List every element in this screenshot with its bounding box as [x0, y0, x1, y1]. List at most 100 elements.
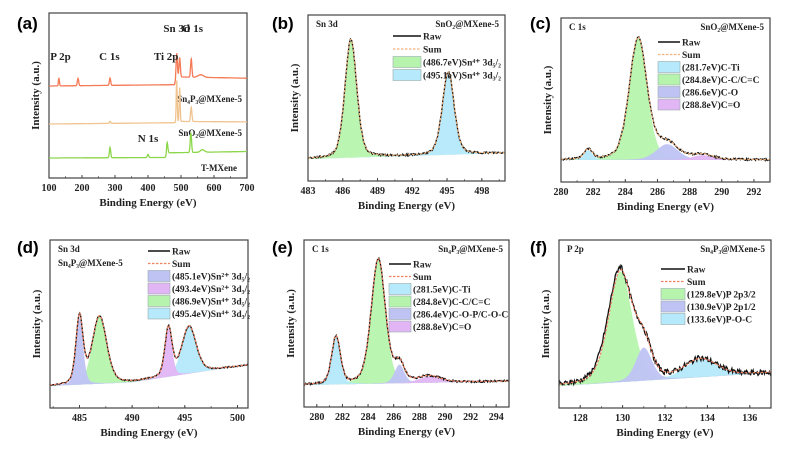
x-tick-label: 483 — [301, 186, 316, 197]
legend-component-label: (495.4eV)Sn⁴⁺ 3d₃/₂ — [172, 309, 250, 320]
peak-annotation: P 2p — [50, 51, 70, 63]
legend-sum-label: Sum — [413, 273, 432, 283]
legend-component-label: (286.4eV)C-O-P/C-O-C — [413, 310, 508, 321]
legend-raw-label: Raw — [423, 33, 442, 43]
legend-raw-label: Raw — [682, 39, 701, 49]
x-tick-label: 292 — [463, 412, 478, 423]
x-tick-label: 136 — [742, 413, 757, 424]
legend-component-label: (495.1eV)Sn⁴⁺ 3d₃/₂ — [423, 71, 501, 82]
x-tick-label: 495 — [177, 413, 192, 424]
fit-component-286.45 — [304, 364, 509, 385]
series-label: Sn₄P₃@MXene-5 — [177, 94, 242, 104]
plot-frame — [49, 239, 249, 409]
x-tick-label: 200 — [75, 183, 90, 194]
x-tick-label: 286 — [386, 412, 401, 423]
core-level-label: P 2p — [567, 244, 584, 254]
x-tick-label: 134 — [700, 413, 715, 424]
panel-c: 280 282 284 286 288 290 292 Binding Energy (eV)… — [530, 14, 771, 213]
y-axis-label: Intensity (a.u.) — [285, 289, 297, 358]
panel-label: (e) — [272, 238, 293, 257]
raw-line — [560, 36, 771, 163]
legend-component-label: (486.9eV)Sn⁴⁺ 3d₅/₂ — [172, 297, 250, 308]
fit-component-486.7 — [308, 39, 505, 159]
x-tick-label: 490 — [125, 413, 140, 424]
sample-label: Sn₄P₃@MXene-5 — [438, 244, 503, 254]
series-label: T-MXene — [201, 163, 237, 173]
legend-swatch — [392, 56, 422, 68]
x-tick-label: 495 — [440, 186, 455, 197]
legend-component-label: (284.8eV)C-C/C=C — [682, 75, 760, 86]
panel-label: (f) — [530, 238, 547, 257]
sample-label: SnO₂@MXene-5 — [435, 19, 499, 29]
x-tick-label: 100 — [42, 183, 57, 194]
y-axis-label: Intensity (a.u.) — [540, 289, 552, 358]
legend-sum-label: Sum — [682, 51, 701, 61]
x-tick-label: 288 — [412, 412, 427, 423]
x-tick-label: 284 — [361, 412, 376, 423]
legend-swatch — [392, 69, 422, 81]
x-tick-label: 284 — [618, 187, 633, 198]
x-tick-label: 290 — [437, 412, 452, 423]
legend-swatch — [388, 320, 412, 333]
y-axis-label: Intensity (a.u.) — [30, 61, 42, 130]
panel-label: (d) — [17, 238, 39, 257]
x-tick-label: 286 — [650, 187, 665, 198]
x-axis-label: Binding Energy (eV) — [358, 200, 456, 212]
peak-annotation: C 1s — [99, 51, 120, 63]
legend-swatch — [388, 283, 412, 295]
x-axis-label: Binding Energy (eV) — [616, 427, 714, 439]
legend: Raw Sum (281.5eV)C-Ti(284.8eV)C-C/C=C (286.… — [388, 261, 508, 333]
x-tick-label: 492 — [405, 186, 420, 197]
x-tick-label: 282 — [586, 187, 601, 198]
survey-line-sn4p3-mxene-5 — [49, 53, 247, 87]
sum-line — [304, 257, 509, 385]
plot-frame — [303, 239, 510, 408]
fit-component-129.9 — [559, 271, 771, 386]
sum-line — [561, 36, 771, 161]
legend-component-label: (486.7eV)Sn⁴⁺ 3d₅/₂ — [423, 58, 501, 69]
x-tick-label: 498 — [474, 186, 489, 197]
x-tick-label: 500 — [230, 413, 245, 424]
panel-d: 485 490 495 500 Binding Energy (eV) Intensity… — [17, 238, 250, 439]
fit-component-281.7 — [561, 150, 770, 160]
x-tick-label: 288 — [682, 187, 697, 198]
peak-annotation: Ti 2p — [154, 51, 179, 63]
x-tick-label: 400 — [141, 183, 156, 194]
series-label: SnO₂@MXene-5 — [178, 128, 242, 138]
legend: Raw Sum (486.7eV)Sn⁴⁺ 3d₅/₂ (495.1eV)Sn⁴⁺ 3… — [392, 33, 501, 82]
survey-line-sno2-mxene-5 — [49, 80, 247, 125]
x-axis-label: Binding Energy (eV) — [99, 197, 197, 209]
fit-component-485 — [50, 317, 248, 386]
x-tick-label: 600 — [207, 183, 222, 194]
legend-swatch — [657, 73, 681, 86]
core-level-label: Sn 3d — [58, 244, 80, 254]
fit-component-495.1 — [308, 72, 505, 159]
x-tick-label: 500 — [174, 183, 189, 194]
sample-label: Sn₄P₃@MXene-5 — [58, 258, 123, 268]
sum-line — [49, 312, 249, 386]
plot-frame — [307, 14, 506, 182]
x-tick-label: 294 — [489, 412, 504, 423]
x-axis-label: Binding Energy (eV) — [358, 426, 456, 438]
legend-component-label: (133.6eV)P-O-C — [687, 315, 752, 326]
legend-sum-label: Sum — [423, 46, 442, 56]
legend-component-label: (493.4eV)Sn²⁺ 3d₃/₂ — [172, 284, 250, 295]
legend-raw-label: Raw — [172, 248, 191, 258]
legend-swatch — [147, 295, 171, 307]
panel-b: 483 486 489 492 495 498 Binding Energy (eV) Int… — [272, 14, 506, 212]
peak-annotation: Sn 3d — [163, 23, 190, 35]
legend-component-label: (130.9eV)P 2p1/2 — [687, 302, 756, 313]
legend-component-label: (288.8eV)C=O — [682, 100, 740, 111]
legend-raw-label: Raw — [413, 261, 432, 271]
x-tick-label: 700 — [240, 183, 255, 194]
panel-f: 128 130 132 134 136 Binding Energy (eV) Intens… — [530, 238, 772, 439]
core-level-label: C 1s — [569, 22, 586, 32]
peak-annotation: N 1s — [138, 133, 159, 145]
x-tick-label: 486 — [335, 186, 350, 197]
legend-swatch — [660, 313, 686, 325]
panel-label: (c) — [530, 14, 551, 33]
y-axis-label: Intensity (a.u.) — [31, 289, 43, 358]
x-tick-label: 485 — [72, 413, 87, 424]
legend-component-label: (485.1eV)Sn²⁺ 3d₅/₂ — [172, 272, 250, 283]
x-tick-label: 280 — [309, 412, 324, 423]
